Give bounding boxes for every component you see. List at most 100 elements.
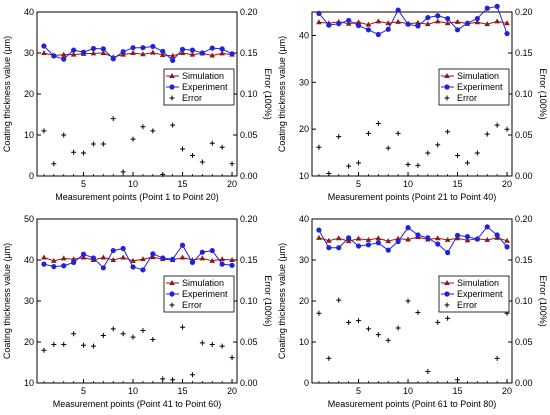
experiment-point	[484, 224, 490, 230]
y-tick-label: 30	[299, 255, 309, 265]
y-tick-label: 40	[299, 214, 309, 224]
simulation-point	[120, 254, 126, 260]
y2-tick-label: 0.00	[515, 378, 533, 388]
simulation-point	[316, 19, 322, 25]
error-point	[415, 309, 421, 315]
simulation-point	[385, 20, 392, 26]
error-point	[346, 319, 352, 325]
experiment-point	[199, 50, 205, 56]
experiment-point	[110, 247, 116, 254]
simulation-point	[355, 19, 362, 25]
error-point	[209, 140, 215, 146]
simulation-point	[405, 236, 411, 242]
experiment-point	[41, 43, 47, 49]
simulation-point	[110, 257, 117, 262]
error-point	[100, 332, 106, 338]
simulation-point	[365, 21, 372, 27]
legend-label: Error	[182, 300, 202, 310]
y-tick-label: 0	[304, 378, 309, 388]
simulation-point	[189, 51, 196, 57]
error-point	[110, 326, 116, 332]
error-point	[405, 162, 411, 168]
legend-box	[438, 68, 510, 106]
experiment-point	[179, 46, 186, 52]
legend-marker-experiment	[444, 291, 450, 297]
error-point	[395, 325, 401, 331]
error-point	[346, 163, 352, 169]
experiment-point	[445, 250, 451, 256]
error-point	[405, 298, 411, 304]
error-point	[395, 130, 401, 136]
error-point	[365, 326, 371, 332]
experiment-point	[51, 263, 57, 270]
y2-tick-label: 0.05	[240, 130, 258, 140]
simulation-point	[335, 235, 342, 241]
experiment-point	[355, 22, 362, 29]
y2-tick-label: 0.20	[515, 214, 533, 224]
experiment-point	[385, 247, 391, 253]
simulation-point	[395, 18, 401, 24]
y2-tick-label: 0.20	[515, 7, 533, 17]
y-axis-label: Coating thickness value (μm)	[277, 243, 287, 359]
chart-panel-3: 5 10 15 20 10 20 30 40 50 0.00 0.05 0.10 0.15 0.20 Mea…	[2, 214, 273, 409]
simulation-point	[504, 20, 510, 26]
error-point	[229, 161, 235, 167]
y2-tick-label: 0.15	[515, 48, 533, 58]
experiment-point	[316, 10, 322, 17]
x-tick-label: 20	[227, 179, 237, 189]
experiment-point	[474, 236, 480, 242]
error-point	[130, 136, 136, 142]
experiment-point	[219, 46, 225, 52]
error-point	[435, 142, 441, 148]
simulation-point	[434, 235, 441, 241]
y-tick-label: 20	[299, 124, 309, 134]
error-point	[160, 171, 166, 177]
experiment-point	[110, 56, 116, 62]
simulation-point	[130, 50, 136, 55]
experiment-point	[346, 17, 352, 24]
x-tick-label: 15	[453, 386, 463, 396]
y-tick-label: 20	[24, 89, 34, 99]
error-point	[375, 332, 381, 338]
simulation-point	[179, 254, 186, 260]
error-point	[336, 297, 342, 303]
simulation-point	[60, 255, 67, 261]
y2-tick-label: 0.10	[515, 296, 533, 306]
error-point	[199, 340, 205, 346]
experiment-point	[484, 5, 490, 11]
error-point	[219, 343, 225, 349]
y2-axis-label: Error (100%)	[538, 68, 548, 120]
experiment-point	[346, 235, 352, 241]
simulation-point	[70, 256, 77, 262]
experiment-point	[130, 45, 136, 51]
error-point	[415, 162, 421, 168]
experiment-point	[504, 244, 510, 250]
y2-tick-label: 0.10	[240, 89, 258, 99]
x-tick-label: 10	[128, 179, 138, 189]
simulation-point	[504, 237, 510, 243]
error-point	[160, 376, 166, 382]
legend-label: Experiment	[457, 289, 503, 299]
experiment-point	[385, 26, 391, 32]
simulation-point	[100, 50, 107, 55]
legend-label: Simulation	[182, 71, 224, 81]
y-tick-label: 20	[24, 337, 34, 347]
legend-label: Error	[182, 93, 202, 103]
simulation-point	[365, 236, 372, 242]
simulation-point	[229, 257, 235, 262]
x-tick-label: 15	[178, 386, 188, 396]
experiment-point	[474, 15, 480, 22]
experiment-point	[209, 247, 215, 254]
experiment-point	[415, 23, 421, 29]
experiment-point	[61, 263, 67, 269]
experiment-point	[464, 234, 471, 240]
x-tick-label: 10	[128, 386, 138, 396]
x-tick-label: 15	[178, 179, 188, 189]
simulation-point	[484, 236, 491, 242]
legend-marker-simulation	[444, 280, 450, 285]
x-tick-label: 10	[403, 179, 413, 189]
